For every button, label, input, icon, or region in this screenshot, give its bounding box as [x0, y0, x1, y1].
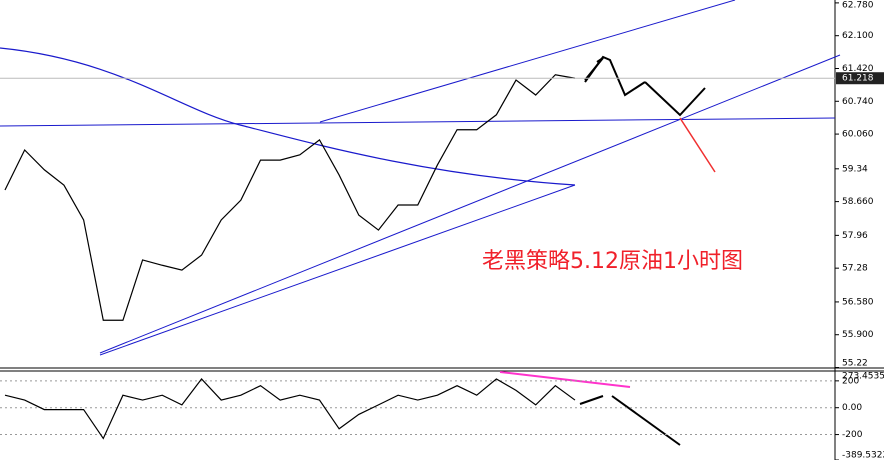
y-tick-label: 58.660: [842, 197, 874, 207]
arrow: [579, 395, 604, 405]
y-tick-label: 62.100: [842, 31, 874, 41]
y-tick-label: 60.060: [842, 130, 874, 140]
y-tick-label: 56.580: [842, 297, 874, 307]
arrow: [499, 371, 631, 388]
y-tick-label: 55.22: [842, 359, 868, 369]
price-line: [4, 74, 576, 321]
trend-line: [99, 54, 841, 354]
y-tick-label: 59.34: [842, 164, 868, 174]
y-tick-label: 200: [842, 376, 859, 386]
annotation: 老黑策略5.12原油1小时图: [482, 249, 743, 274]
last-price-box: [836, 72, 884, 85]
y-tick-label: 55.900: [842, 330, 874, 340]
y-tick-label: -200: [842, 430, 863, 440]
horizontal-line: [0, 117, 836, 127]
arrow: [644, 81, 706, 117]
y-tick-label: 57.96: [842, 231, 868, 241]
moving-average: [0, 47, 576, 186]
y-tick-label: 273.4535: [842, 372, 884, 382]
y-tick-label: 57.28: [842, 264, 868, 274]
price-line: [4, 378, 576, 440]
arrow: [611, 395, 681, 446]
trend-line: [319, 0, 736, 123]
arrow: [584, 55, 646, 97]
y-tick-label: 61.420: [842, 64, 874, 74]
y-tick-label: -389.5322: [842, 451, 884, 460]
arrow: [679, 117, 716, 173]
y-tick-label: 0.00: [842, 403, 862, 413]
y-tick-label: 62.780: [842, 1, 874, 11]
trend-line: [99, 184, 576, 356]
y-tick-label: 60.740: [842, 97, 874, 107]
last-price-label: 61.218: [842, 74, 874, 84]
